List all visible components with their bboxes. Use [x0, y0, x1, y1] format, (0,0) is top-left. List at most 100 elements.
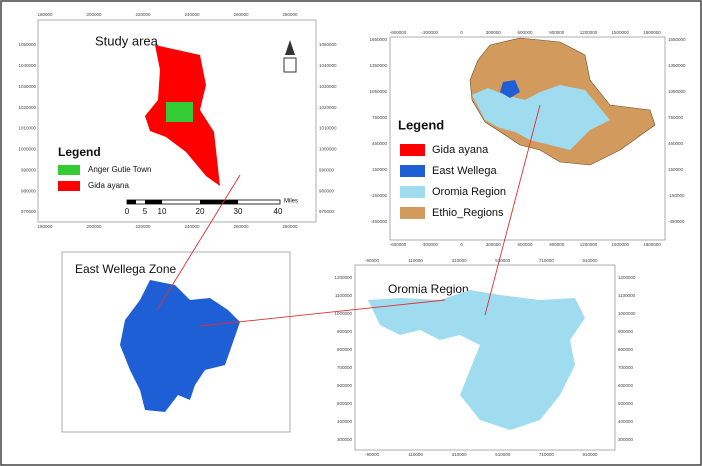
oromia-title: Oromia Region — [388, 282, 469, 296]
tick-label: 300000 — [486, 30, 502, 35]
tick-label: 1010000 — [319, 126, 337, 131]
tick-label: 970000 — [21, 209, 37, 214]
tick-label: 310000 — [452, 258, 468, 263]
tick-label: 310000 — [452, 452, 468, 457]
legend-title: Legend — [398, 117, 444, 132]
legend-title: Legend — [58, 145, 101, 159]
tick-label: 750000 — [372, 115, 388, 120]
legend-swatch — [400, 207, 425, 219]
scale-label: 20 — [196, 207, 205, 216]
tick-label: 1050000 — [18, 42, 36, 47]
tick-label: 1350000 — [369, 63, 387, 68]
tick-label: 1350000 — [668, 63, 686, 68]
tick-label: 600000 — [517, 30, 533, 35]
tick-label: -150000 — [370, 193, 387, 198]
tick-label: 400000 — [337, 419, 353, 424]
legend-label: Gida ayana — [432, 144, 489, 156]
tick-label: 500000 — [337, 401, 353, 406]
tick-label: 600000 — [618, 383, 634, 388]
east-wellega-shape — [500, 80, 520, 98]
legend-label: East Wellega — [432, 165, 497, 177]
tick-label: 1650000 — [369, 37, 387, 42]
tick-label: 300000 — [618, 437, 634, 442]
tick-label: 110000 — [408, 258, 423, 263]
tick-label: 750000 — [668, 115, 684, 120]
tick-label: 500000 — [618, 401, 634, 406]
scale-label: 30 — [234, 207, 243, 216]
tick-label: 1500000 — [611, 242, 629, 247]
connector — [156, 104, 541, 327]
tick-label: 220000 — [135, 224, 151, 229]
tick-label: 1050000 — [319, 42, 337, 47]
tick-label: 1650000 — [668, 37, 686, 42]
tick-label: 990000 — [319, 167, 335, 172]
tick-label: 800000 — [618, 347, 634, 352]
tick-label: 240000 — [184, 224, 200, 229]
scale-label: 10 — [158, 207, 167, 216]
tick-label: 1020000 — [18, 105, 36, 110]
scale-label: 5 — [143, 207, 148, 216]
tick-label: 1200000 — [334, 275, 352, 280]
scale-bar — [126, 199, 281, 205]
tick-label: 450000 — [372, 141, 388, 146]
tick-label: 240000 — [184, 12, 200, 17]
scale-label: 40 — [274, 207, 283, 216]
tick-label: 910000 — [582, 452, 598, 457]
tick-label: -450000 — [370, 219, 387, 224]
east-wellega-shape — [120, 280, 240, 412]
legend-swatch — [58, 181, 80, 191]
tick-label: 1040000 — [319, 63, 337, 68]
tick-label: 710000 — [539, 258, 555, 263]
tick-label: -90000 — [365, 258, 380, 263]
tick-label: 1000000 — [334, 311, 352, 316]
tick-label: 220000 — [135, 12, 151, 17]
tick-label: 1200000 — [580, 242, 598, 247]
tick-label: 180000 — [37, 12, 53, 17]
tick-label: 1800000 — [643, 242, 661, 247]
tick-label: 110000 — [408, 452, 423, 457]
tick-label: 1000000 — [18, 147, 36, 152]
north-arrow — [283, 40, 297, 73]
legend-swatch — [400, 144, 425, 156]
tick-label: 900000 — [337, 329, 353, 334]
tick-label: -90000 — [365, 452, 380, 457]
tick-label: 1800000 — [643, 30, 661, 35]
tick-label: -300000 — [421, 30, 438, 35]
tick-label: 200000 — [86, 12, 102, 17]
tick-label: 1050000 — [668, 89, 686, 94]
tick-label: 970000 — [319, 209, 335, 214]
tick-label: 1200000 — [580, 30, 598, 35]
anger-gutie-shape — [166, 102, 193, 122]
tick-label: 510000 — [495, 452, 511, 457]
oromia-shape — [368, 290, 585, 430]
legend-label: Gida ayana — [88, 181, 129, 190]
tick-label: 260000 — [233, 12, 249, 17]
scale-label: 0 — [125, 207, 130, 216]
tick-label: 700000 — [337, 365, 353, 370]
legend-label: Oromia Region — [432, 186, 506, 198]
tick-label: 280000 — [282, 12, 298, 17]
tick-label: 900000 — [549, 30, 565, 35]
tick-label: 200000 — [86, 224, 102, 229]
oromia-shape — [472, 85, 610, 150]
tick-label: 700000 — [618, 365, 634, 370]
tick-label: 260000 — [233, 224, 249, 229]
tick-label: -450000 — [668, 219, 685, 224]
study-area-title: Study area — [95, 33, 159, 48]
tick-label: 450000 — [668, 141, 684, 146]
tick-label: 1030000 — [319, 84, 337, 89]
tick-label: 300000 — [486, 242, 502, 247]
tick-label: 1100000 — [618, 293, 636, 298]
tick-label: 980000 — [319, 188, 335, 193]
tick-label: -600000 — [390, 30, 407, 35]
tick-label: 900000 — [618, 329, 634, 334]
tick-label: 510000 — [495, 258, 511, 263]
tick-label: -600000 — [390, 242, 407, 247]
tick-label: 800000 — [337, 347, 353, 352]
tick-label: 150000 — [668, 167, 684, 172]
tick-label: 1050000 — [369, 89, 387, 94]
tick-label: 180000 — [37, 224, 53, 229]
tick-label: -150000 — [668, 193, 685, 198]
tick-label: 1000000 — [618, 311, 636, 316]
